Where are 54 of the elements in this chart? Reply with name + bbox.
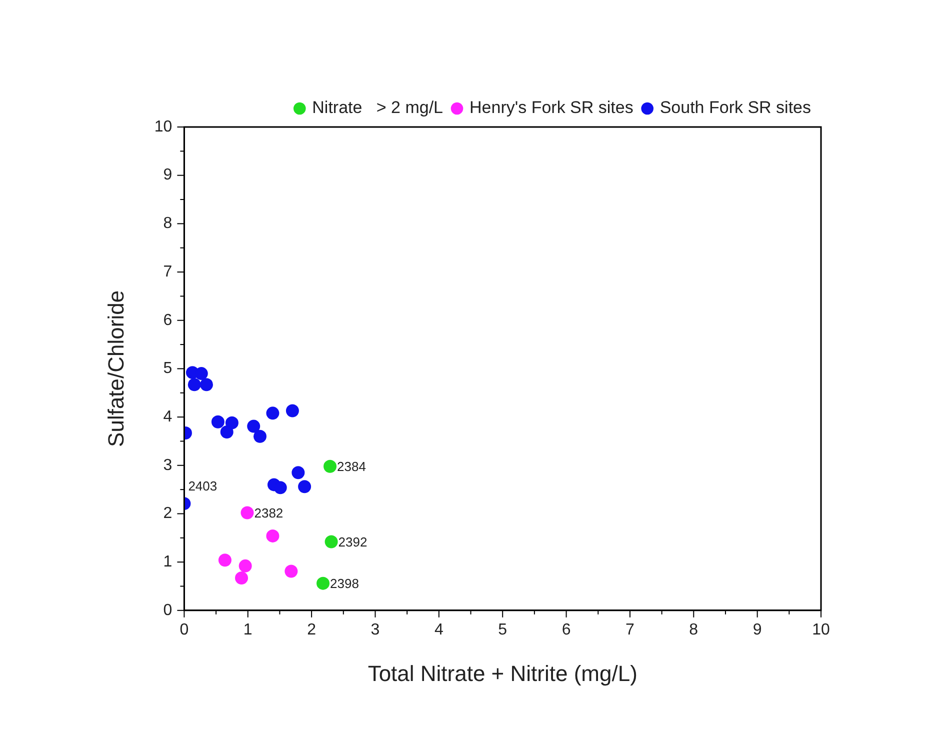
- y-tick-label: 4: [163, 408, 172, 426]
- x-tick-label: 7: [626, 621, 635, 638]
- point: [188, 378, 201, 392]
- x-tick-label: 5: [498, 621, 508, 638]
- point: [218, 554, 232, 567]
- x-tick-label: 8: [689, 621, 698, 638]
- x-tick-label: 9: [752, 621, 762, 638]
- legend-label: Nitrate > 2 mg/L: [312, 98, 444, 118]
- annotation: 2384: [337, 458, 366, 474]
- point: [298, 480, 312, 494]
- y-tick-label: 1: [163, 553, 172, 570]
- point: [240, 506, 254, 520]
- point: [266, 406, 280, 420]
- point: [211, 415, 224, 428]
- point: [225, 416, 238, 430]
- x-axis-title: Total Nitrate + Nitrite (mg/L): [368, 660, 638, 686]
- point: [194, 367, 208, 380]
- point: [292, 466, 305, 480]
- x-tick-label: 0: [180, 621, 189, 638]
- point: [284, 564, 298, 578]
- point: [324, 460, 337, 473]
- y-tick-label: 7: [163, 263, 172, 280]
- point: [266, 529, 280, 542]
- y-tick-label: 8: [163, 215, 172, 232]
- point: [274, 481, 287, 494]
- annotation: 2392: [338, 534, 368, 550]
- x-tick-label: 2: [307, 621, 316, 638]
- point: [247, 420, 260, 433]
- y-tick-label: 9: [163, 166, 172, 184]
- y-tick-label: 10: [154, 118, 172, 136]
- annotation: 2403: [188, 478, 218, 494]
- x-tick-label: 10: [812, 621, 830, 638]
- point: [200, 378, 213, 392]
- x-tick-label: 6: [562, 621, 571, 638]
- y-tick-label: 2: [163, 505, 172, 522]
- point: [324, 535, 338, 548]
- point: [286, 404, 299, 418]
- y-tick-label: 5: [163, 360, 172, 378]
- annotation: 2382: [254, 505, 284, 520]
- point: [316, 576, 330, 590]
- y-axis-title: Sulfate/Chloride: [103, 290, 128, 447]
- y-tick-label: 0: [163, 602, 172, 619]
- annotation: 2398: [330, 576, 359, 591]
- y-tick-label: 3: [163, 456, 172, 474]
- x-tick-label: 4: [434, 621, 444, 638]
- point: [238, 559, 252, 572]
- y-tick-label: 6: [163, 312, 172, 329]
- legend-label: South Fork SR sites: [660, 98, 812, 118]
- x-tick-label: 3: [370, 621, 380, 638]
- legend-label: Henry's Fork SR sites: [470, 98, 634, 118]
- point: [220, 426, 234, 439]
- point: [253, 430, 266, 443]
- point: [235, 572, 248, 585]
- x-tick-label: 1: [243, 621, 252, 638]
